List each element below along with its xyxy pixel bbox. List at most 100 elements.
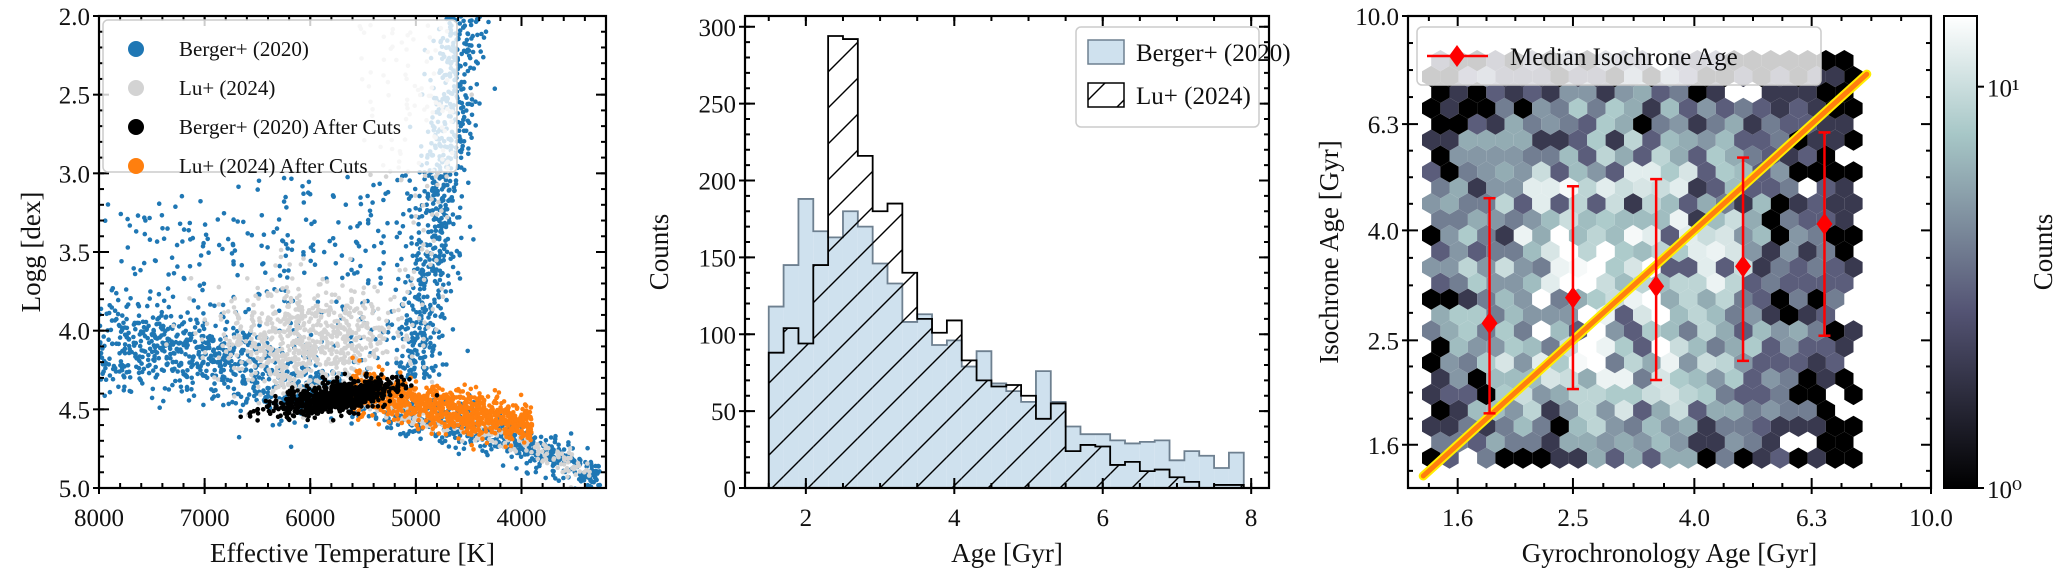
lu-point: [395, 330, 400, 335]
berger-point: [283, 242, 289, 247]
berger-point: [122, 332, 128, 338]
berger-point: [548, 435, 554, 440]
berger-point: [470, 33, 476, 39]
lu-point: [285, 343, 291, 349]
lu-point: [473, 438, 478, 443]
berger-point: [446, 198, 451, 203]
berger-point: [169, 255, 175, 260]
lu-point: [341, 350, 346, 356]
berger-point: [450, 264, 456, 270]
berger-point: [414, 241, 420, 247]
lu-point: [346, 322, 352, 328]
berger-point: [172, 366, 177, 372]
lu-after-cuts-point: [391, 417, 397, 423]
lu-point: [370, 310, 375, 316]
lu-point: [305, 310, 311, 316]
lu-point: [306, 319, 312, 325]
lu-point: [282, 322, 288, 327]
berger-point: [181, 275, 187, 281]
berger-point: [439, 435, 445, 440]
berger-point: [196, 349, 202, 355]
lu-point: [362, 357, 368, 363]
berger-point: [177, 221, 183, 227]
lu-after-cuts-point: [437, 397, 443, 402]
berger-point: [398, 431, 403, 437]
berger-point: [160, 345, 166, 350]
berger-point: [260, 371, 266, 377]
lu-after-cuts-point: [350, 355, 355, 361]
lu-point: [444, 174, 449, 179]
berger-point: [152, 334, 158, 339]
berger-point: [428, 340, 433, 346]
berger-point: [467, 224, 473, 230]
berger-point: [185, 368, 190, 373]
berger-point: [486, 19, 491, 25]
berger-point: [459, 147, 465, 152]
berger-point: [301, 250, 306, 255]
berger-point: [174, 334, 179, 339]
lu-point: [311, 349, 316, 355]
berger-point: [117, 351, 122, 356]
berger-point: [128, 296, 133, 301]
berger-after-cuts-point: [255, 406, 261, 412]
berger-point: [438, 222, 444, 228]
lu-point: [334, 318, 340, 324]
berger-point: [200, 323, 206, 329]
berger-point: [345, 272, 351, 277]
lu-point: [397, 268, 403, 273]
berger-point: [248, 368, 254, 374]
berger-point: [173, 339, 179, 345]
berger-after-cuts-point: [274, 403, 279, 409]
berger-point: [205, 236, 210, 242]
berger-point: [403, 433, 409, 439]
lu-after-cuts-point: [528, 405, 534, 410]
lu-point: [435, 182, 440, 188]
berger-point: [537, 463, 542, 469]
berger-point: [225, 236, 231, 242]
lu-point: [279, 354, 285, 359]
lu-point: [388, 297, 393, 302]
lu-point: [425, 325, 431, 330]
lu-point: [292, 331, 297, 336]
lu-point: [236, 336, 241, 342]
lu-point: [229, 342, 235, 347]
berger-point: [411, 307, 416, 312]
berger-point: [466, 151, 471, 157]
lu-point: [232, 394, 237, 399]
berger-point: [411, 367, 417, 372]
lu-point: [436, 199, 441, 205]
lu-point: [223, 336, 229, 342]
berger-point: [181, 330, 187, 336]
berger-point: [441, 257, 447, 263]
lu-after-cuts-point: [494, 394, 500, 400]
berger-point: [141, 348, 146, 354]
lu-after-cuts-point: [432, 388, 438, 393]
berger-after-cuts-point: [370, 403, 375, 409]
berger-point: [170, 382, 175, 388]
lu-after-cuts-point: [449, 392, 455, 397]
berger-point: [197, 262, 202, 267]
berger-point: [422, 189, 427, 194]
lu-point: [399, 315, 405, 321]
lu-point: [412, 415, 417, 421]
lu-point: [433, 174, 439, 179]
lu-point: [257, 316, 262, 321]
lu-point: [319, 333, 325, 339]
berger-point: [474, 82, 480, 87]
berger-point: [584, 489, 589, 494]
lu-point: [383, 174, 389, 179]
berger-point: [231, 262, 236, 267]
berger-point: [404, 321, 409, 326]
berger-point: [402, 366, 408, 371]
berger-point: [588, 478, 593, 483]
lu-point: [287, 262, 293, 267]
berger-point: [217, 363, 223, 369]
lu-point: [227, 346, 232, 352]
berger-point: [221, 402, 226, 408]
berger-point: [475, 32, 480, 38]
lu-after-cuts-point: [489, 429, 495, 435]
lu-after-cuts-point: [396, 396, 402, 402]
lu-after-cuts-point: [361, 410, 367, 416]
lu-point: [327, 305, 333, 310]
berger-point: [259, 243, 264, 249]
